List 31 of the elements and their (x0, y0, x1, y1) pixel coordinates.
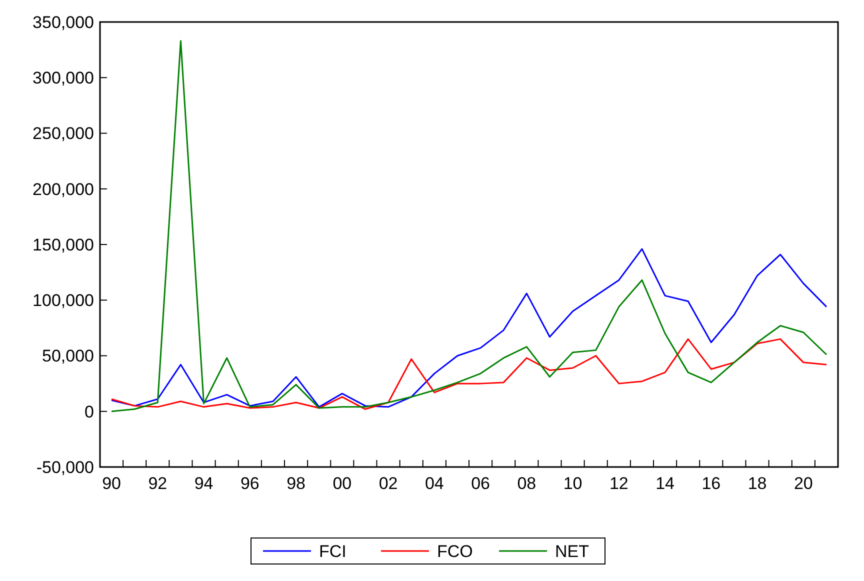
y-tick-label: 300,000 (32, 68, 94, 88)
legend-label: FCO (437, 542, 473, 561)
y-tick-label: -50,000 (36, 458, 94, 477)
legend-label: FCI (319, 542, 346, 561)
x-tick-label: 02 (378, 474, 398, 493)
x-tick-label: 98 (286, 474, 306, 493)
y-tick-label: 250,000 (32, 124, 94, 144)
x-tick-label: 12 (609, 474, 628, 493)
x-tick-label: 10 (563, 474, 582, 493)
x-tick-label: 92 (148, 474, 168, 493)
x-tick-label: 08 (517, 474, 536, 493)
line-series (110, 248, 828, 408)
legend-label: NET (555, 542, 589, 561)
x-tick-label: 06 (471, 474, 490, 493)
y-tick-label: 150,000 (32, 235, 94, 254)
x-tick-label: 04 (424, 474, 444, 493)
x-tick-label: 20 (794, 474, 813, 493)
line-series (110, 40, 828, 412)
y-tick-label: 100,000 (32, 291, 94, 310)
x-tick-label: 14 (656, 474, 674, 493)
x-tick-label: 94 (194, 474, 214, 493)
y-tick-label: 0 (84, 402, 94, 422)
x-tick-label: 16 (702, 474, 721, 493)
y-tick-label: 350,000 (32, 12, 94, 32)
x-tick-label: 18 (748, 474, 767, 493)
line-series (110, 338, 828, 410)
x-tick-label: 96 (240, 474, 260, 493)
y-tick-label: 50,000 (42, 346, 94, 366)
x-tick-label: 90 (102, 474, 121, 493)
y-tick-label: 200,000 (32, 180, 94, 199)
x-tick-label: 00 (332, 474, 352, 493)
